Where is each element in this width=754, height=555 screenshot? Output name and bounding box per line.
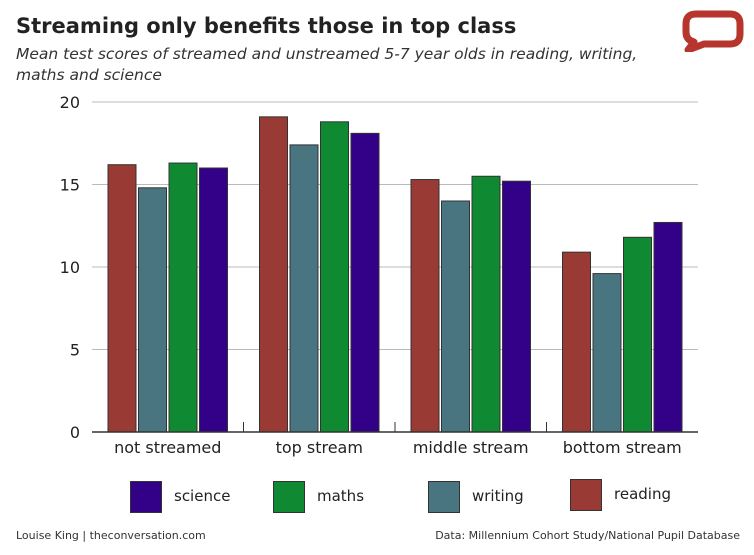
bar-writing (289, 144, 319, 433)
bar-chart: 0 5 10 15 20 not streamed top stream middle str… (60, 93, 698, 457)
y-tick-label: 15 (60, 176, 80, 195)
bar-writing (138, 187, 167, 433)
legend-swatch-science (130, 481, 162, 513)
y-tick-label: 5 (70, 341, 80, 360)
y-tick-label: 0 (70, 423, 80, 442)
bar-reading (410, 179, 440, 433)
legend-swatch-maths (273, 481, 305, 513)
y-tick-label: 10 (60, 258, 80, 277)
legend-label-science: science (174, 487, 231, 505)
chart-title: Streaming only benefits those in top cla… (16, 14, 517, 38)
bar-science (653, 221, 683, 433)
footer-credit: Louise King | theconversation.com (16, 529, 206, 542)
legend-label-maths: maths (317, 487, 365, 505)
bar-maths (320, 121, 349, 433)
x-tick-label: not streamed (114, 438, 221, 457)
bar-science (502, 180, 531, 433)
axes: 0 5 10 15 20 not streamed top stream middle str… (60, 93, 698, 457)
bar-science (350, 132, 380, 433)
bar-reading (107, 164, 137, 433)
bar-maths (623, 236, 652, 433)
bar-reading (562, 251, 591, 433)
bars (107, 116, 683, 433)
legend-label-reading: reading (614, 485, 671, 503)
bar-maths (471, 175, 501, 433)
bar-science (199, 167, 228, 433)
x-tick-label: bottom stream (563, 438, 682, 457)
chart-subtitle: Mean test scores of streamed and unstrea… (16, 45, 638, 84)
bar-maths (168, 162, 198, 433)
legend-swatch-writing (428, 481, 460, 513)
bar-reading (259, 116, 288, 433)
bar-writing (441, 200, 470, 433)
x-tick-label: top stream (276, 438, 363, 457)
y-tick-label: 20 (60, 93, 80, 112)
legend-swatch-reading (570, 479, 602, 511)
bar-writing (592, 273, 622, 433)
legend-label-writing: writing (472, 487, 524, 505)
footer-source: Data: Millennium Cohort Study/National P… (435, 529, 740, 542)
x-tick-label: middle stream (413, 438, 529, 457)
speech-bubble-icon (682, 10, 744, 52)
